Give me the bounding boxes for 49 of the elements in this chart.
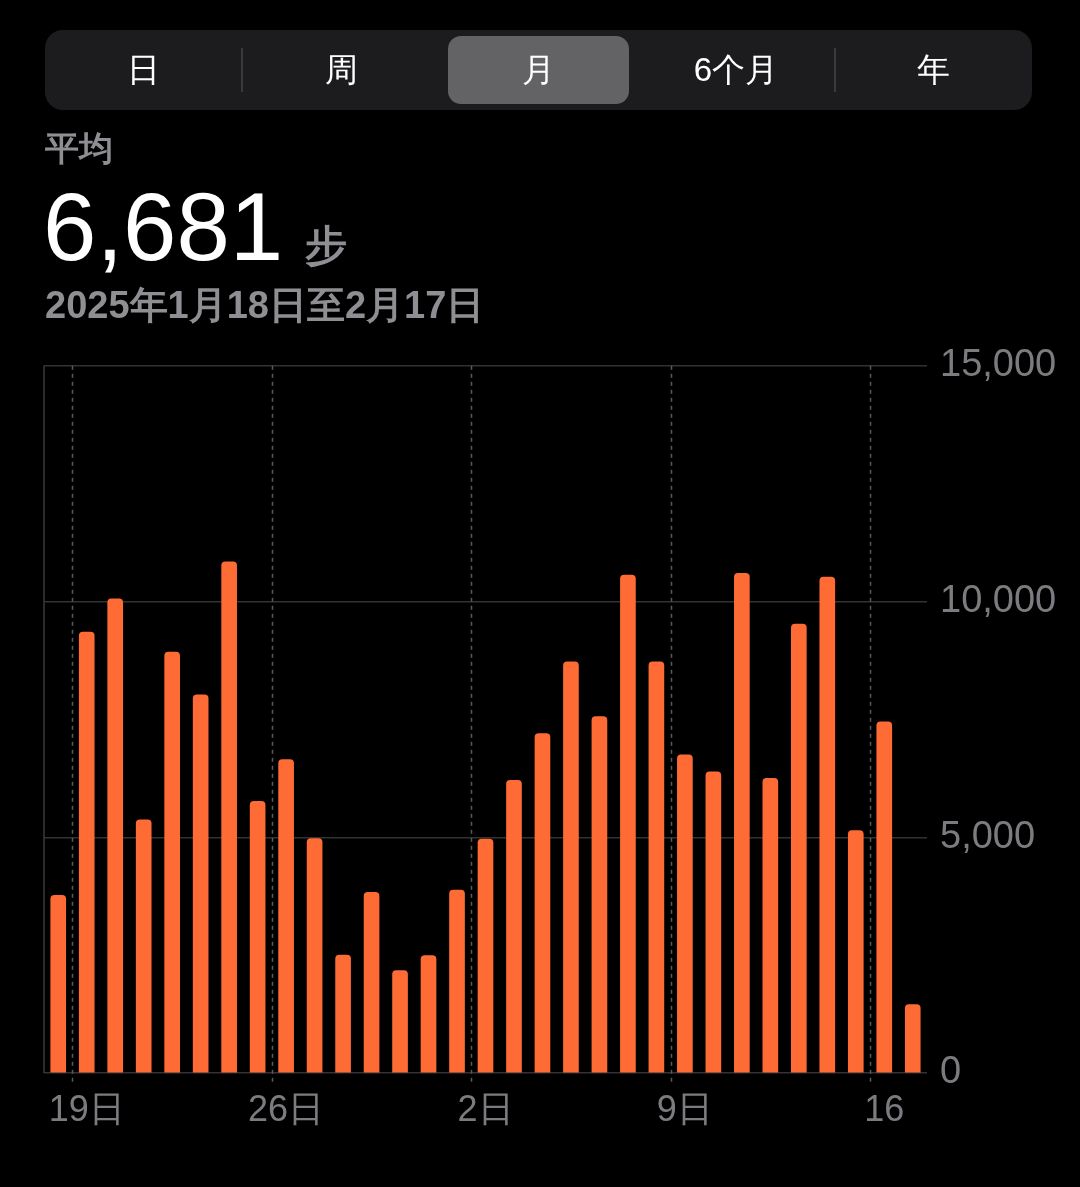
y-tick-label: 5,000 (940, 813, 1036, 856)
y-tick-label: 15,000 (940, 342, 1057, 385)
tab[interactable]: 月 (447, 36, 630, 104)
bar (705, 771, 722, 1073)
bar (762, 778, 779, 1073)
text: 步 (305, 222, 348, 269)
bar (278, 759, 294, 1073)
bar (620, 574, 636, 1073)
chart-subtitle: 2025年1月18日至2月17日 (45, 284, 485, 326)
x-tick-label: 19日 (48, 1087, 125, 1129)
tab[interactable]: 年 (842, 36, 1025, 104)
x-tick-label: 9日 (656, 1087, 713, 1129)
bar (477, 838, 494, 1073)
bar (135, 819, 152, 1073)
bar (249, 801, 266, 1073)
text: 平均 (45, 128, 113, 168)
bar (534, 733, 551, 1073)
bar (221, 561, 237, 1073)
x-tick-label: 16 (864, 1087, 905, 1129)
bar (904, 1004, 921, 1073)
bar (50, 894, 67, 1073)
bar (335, 954, 351, 1073)
x-tick-label: 26日 (248, 1087, 325, 1129)
bar (876, 721, 893, 1073)
tab[interactable]: 周 (250, 36, 432, 104)
bar (563, 661, 579, 1073)
bar (449, 889, 465, 1073)
bar (591, 716, 608, 1073)
y-tick-label: 0 (940, 1049, 962, 1092)
tab[interactable]: 日 (53, 36, 235, 104)
bar (363, 892, 380, 1073)
bar (107, 598, 124, 1073)
bar (819, 576, 836, 1073)
bar (648, 661, 665, 1073)
bar (420, 955, 437, 1073)
bar (734, 572, 750, 1073)
x-tick-label: 2日 (457, 1087, 514, 1129)
tab[interactable]: 6个月 (645, 36, 827, 104)
bar (392, 970, 408, 1073)
bar (847, 830, 864, 1073)
bar (790, 623, 807, 1073)
bar (506, 779, 522, 1073)
chart-title: 6,681 (43, 173, 284, 280)
y-tick-label: 10,000 (940, 578, 1057, 621)
bar (677, 754, 693, 1073)
bar (78, 631, 95, 1073)
bar (306, 838, 323, 1073)
bar (192, 694, 209, 1073)
bar (164, 651, 181, 1073)
